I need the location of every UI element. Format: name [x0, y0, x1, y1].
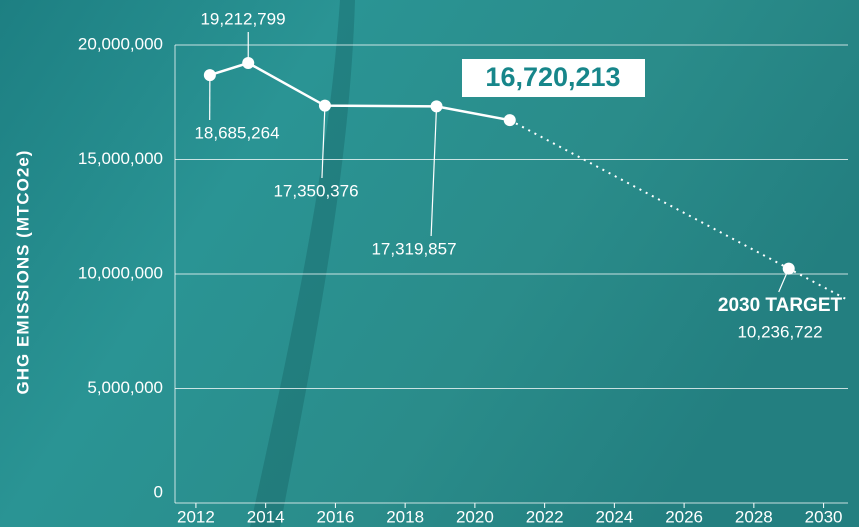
y-axis-title: GHG EMISSIONS (MTCO2e) — [13, 150, 32, 395]
target-label: 2030 TARGET — [718, 295, 843, 316]
point — [431, 100, 443, 112]
x-tick-label: 2014 — [247, 507, 285, 526]
x-tick-label: 2018 — [386, 507, 424, 526]
x-tick-label: 2026 — [665, 507, 703, 526]
chart: GHG EMISSIONS (MTCO2e) 0 5,000,000 10,000,… — [0, 0, 859, 527]
value-label: 19,212,799 — [200, 9, 285, 28]
y-tick-label: 10,000,000 — [78, 263, 163, 282]
x-tick-label: 2030 — [805, 507, 843, 526]
point — [319, 100, 331, 112]
point — [242, 57, 254, 69]
y-tick-label: 20,000,000 — [78, 34, 163, 53]
y-tick-label: 0 — [154, 482, 163, 501]
x-tick-label: 2022 — [526, 507, 564, 526]
target-point — [783, 263, 795, 275]
value-label: 18,685,264 — [194, 123, 279, 142]
value-label: 17,350,376 — [273, 181, 358, 200]
x-tick-label: 2024 — [595, 507, 633, 526]
x-tick-label: 2020 — [456, 507, 494, 526]
target-value-label: 10,236,722 — [737, 322, 822, 341]
point — [204, 69, 216, 81]
x-tick-label: 2012 — [177, 507, 215, 526]
point — [504, 114, 516, 126]
y-tick-label: 15,000,000 — [78, 149, 163, 168]
y-tick-label: 5,000,000 — [87, 378, 163, 397]
value-label-highlight: 16,720,213 — [485, 62, 620, 92]
x-tick-label: 2016 — [316, 507, 354, 526]
x-tick-label: 2028 — [735, 507, 773, 526]
value-label: 17,319,857 — [371, 239, 456, 258]
